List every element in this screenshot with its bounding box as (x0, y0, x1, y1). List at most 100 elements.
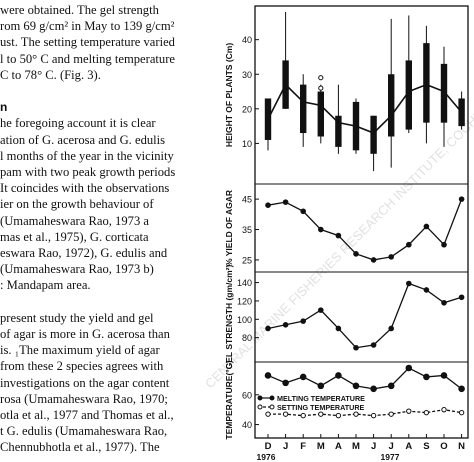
x-tick-label: D (265, 441, 272, 452)
box (300, 84, 307, 134)
text-line: rom 69 g/cm² in May to 139 g/cm² (0, 19, 175, 34)
x-tick-label: M (317, 441, 325, 452)
data-point (299, 373, 307, 381)
box (317, 91, 324, 137)
panel-4: 40 60 TEMPERATURE(°C) MELTING TEMPERATURESE… (224, 360, 468, 440)
data-point (423, 409, 430, 416)
box (423, 43, 430, 123)
text-line: rosa (Umamaheswara Rao, 1970; (0, 391, 168, 406)
data-point (318, 307, 324, 313)
data-point (282, 411, 289, 417)
x-tick-label: S (423, 441, 429, 452)
y-axis-label: % YIELD OF AGAR (224, 190, 234, 266)
data-point (458, 196, 465, 202)
data-point (458, 385, 465, 393)
legend-marker (257, 404, 263, 410)
data-point (388, 411, 394, 417)
data-point (406, 241, 412, 248)
text-line: eswara Rao, 1972), G. edulis and (0, 246, 168, 260)
box (388, 74, 395, 137)
article-text-column: were obtained. The gel strength rom 69 g/… (0, 0, 236, 462)
text-line: of agar is more in G. acerosa than (0, 327, 170, 341)
y-tick-label: 45 (242, 195, 252, 205)
x-tick-label: J (389, 441, 394, 452)
y-tick-label: 120 (237, 296, 252, 306)
data-point (300, 412, 306, 419)
data-point (353, 251, 359, 257)
y-tick-label: 35 (242, 225, 252, 235)
data-point (441, 241, 447, 248)
data-point (353, 411, 359, 417)
text-line: pam with two peak growth periods (0, 165, 176, 179)
box (440, 63, 448, 123)
outlier-point (318, 85, 324, 91)
text-line: : Mandapam area. (0, 278, 91, 293)
data-point (335, 372, 342, 379)
text-line: from these 2 species agrees with (0, 359, 164, 374)
text-line: l to 50° C and melting temperature (0, 51, 176, 66)
data-point (388, 254, 395, 260)
legend-marker (269, 404, 275, 410)
data-point (353, 344, 359, 351)
text-line: ier on the growth behaviour of (0, 197, 154, 212)
x-tick-label: J (283, 441, 288, 452)
y-tick-label: 80 (242, 333, 252, 343)
data-point (282, 322, 289, 328)
data-point (370, 257, 377, 263)
data-point (352, 382, 360, 390)
data-point (458, 294, 465, 301)
data-point (335, 325, 342, 332)
data-point (265, 325, 271, 332)
data-point (370, 412, 377, 419)
data-point (423, 373, 430, 381)
series-line (267, 198, 463, 261)
data-point (423, 287, 430, 293)
series-line (268, 409, 462, 417)
panel-2: 25 35 45 % YIELD OF AGAR (224, 183, 468, 266)
data-point (370, 342, 377, 348)
text-line: ust. The setting temperature varied (0, 35, 175, 50)
text-line: were obtained. The gel strength (0, 3, 159, 17)
data-point (406, 280, 412, 287)
y-tick-label: 60 (242, 390, 252, 400)
text-line: (Umamaheswara Rao, 1973 b) (0, 262, 154, 277)
y-tick-label: 25 (242, 255, 252, 265)
text-line: present study the yield and gel (0, 310, 154, 325)
y-axis-label: TEMPERATURE(°C) (224, 360, 234, 439)
panel-1: 10 20 30 40 HEIGHT OF PLANTS (Cm) (224, 12, 465, 172)
data-point (423, 223, 430, 230)
y-tick-label: 40 (242, 420, 252, 430)
legend-marker (269, 395, 275, 401)
text-line: l months of the year in the vicinity (0, 148, 174, 163)
section-heading: n (0, 100, 8, 115)
data-point (300, 318, 307, 324)
text-line: Chennubhotla et al., 1977). The (0, 440, 160, 455)
text-line: (Umamaheswara Rao, 1973 a (0, 213, 149, 228)
data-point (335, 232, 342, 239)
box (370, 115, 377, 154)
data-point (265, 411, 271, 417)
data-point (387, 382, 395, 390)
y-tick-label: 40 (242, 35, 252, 45)
text-line: It coincides with the observations (0, 181, 170, 196)
legend-label: SETTING TEMPERATURE (277, 403, 365, 412)
x-tick-label: N (458, 441, 465, 452)
text-line: t G. edulis (Umamaheswara Rao, (0, 424, 168, 439)
text-line: he foregoing account it is clear (0, 116, 156, 131)
box (264, 98, 272, 140)
outlier-point (318, 75, 324, 81)
series-line (267, 367, 462, 390)
data-point (300, 208, 307, 215)
data-point (405, 364, 413, 372)
data-point (388, 325, 395, 332)
data-point (282, 379, 289, 387)
legend-marker (257, 395, 263, 401)
y-tick-label: 140 (237, 278, 252, 288)
box (335, 115, 342, 147)
y-tick-label: 30 (242, 70, 252, 80)
data-point (406, 408, 412, 414)
text-line: is. ₁The maximum yield of agar (0, 343, 160, 358)
x-tick-label: M (352, 441, 360, 452)
box (405, 60, 412, 130)
